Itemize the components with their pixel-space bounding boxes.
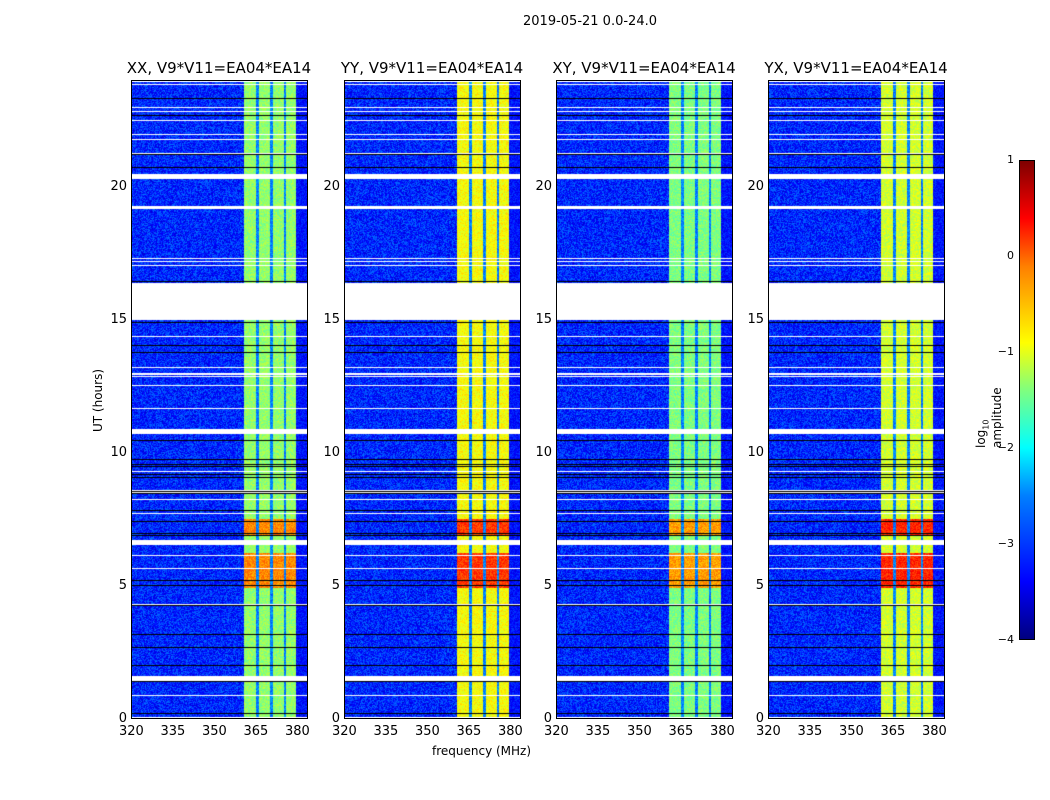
y-tick-label: 0 [331, 711, 340, 726]
colorbar-tick-label: 0 [1007, 249, 1014, 262]
x-tick-label: 350 [626, 724, 652, 739]
panel-title: XX, V9*V11=EA04*EA14 [126, 59, 312, 77]
colorbar [1019, 160, 1035, 640]
heatmap-panel-3 [768, 80, 945, 719]
y-tick-label: 20 [535, 178, 552, 194]
y-tick-label: 20 [110, 178, 127, 194]
x-tick-label: 365 [668, 724, 694, 739]
heatmap-image [557, 81, 732, 718]
colorbar-label: log10 amplitude [974, 387, 1005, 448]
y-tick-label: 5 [543, 577, 552, 593]
heatmap-image [769, 81, 944, 718]
x-tick-label: 350 [201, 724, 227, 739]
x-tick-label: 320 [332, 724, 357, 739]
x-tick-label: 350 [838, 724, 864, 739]
y-tick-label: 0 [755, 711, 764, 726]
panel-title: XY, V9*V11=EA04*EA14 [552, 59, 736, 77]
colorbar-tick-label: −1 [997, 345, 1014, 358]
y-tick-label: 10 [747, 444, 764, 460]
y-tick-label: 20 [323, 178, 340, 194]
x-tick-label: 335 [585, 724, 611, 739]
colorbar-tick-label: −3 [997, 537, 1014, 550]
y-tick-label: 15 [110, 311, 127, 327]
y-tick-label: 5 [755, 577, 764, 593]
x-tick-label: 335 [797, 724, 823, 739]
x-tick-label: 335 [160, 724, 186, 739]
x-tick-label: 365 [243, 724, 269, 739]
heatmap-panel-1 [344, 80, 521, 719]
x-axis-label: frequency (MHz) [432, 744, 532, 758]
heatmap-image [132, 81, 307, 718]
heatmap-image [345, 81, 520, 718]
x-tick-label: 320 [119, 724, 144, 739]
x-tick-label: 365 [456, 724, 482, 739]
heatmap-panel-0 [131, 80, 308, 719]
x-tick-label: 320 [756, 724, 781, 739]
x-tick-label: 350 [414, 724, 440, 739]
colorbar-tick-label: 1 [1007, 153, 1014, 166]
y-axis-label: UT (hours) [91, 368, 105, 432]
panel-title: YX, V9*V11=EA04*EA14 [764, 59, 948, 77]
y-tick-label: 15 [747, 311, 764, 327]
x-tick-label: 320 [544, 724, 569, 739]
heatmap-panel-2 [556, 80, 733, 719]
colorbar-tick-label: −2 [997, 441, 1014, 454]
y-tick-label: 0 [118, 711, 127, 726]
x-tick-label: 380 [709, 724, 735, 739]
colorbar-tick-label: −4 [997, 633, 1014, 646]
x-tick-label: 365 [880, 724, 906, 739]
panel-title: YY, V9*V11=EA04*EA14 [340, 59, 524, 77]
y-tick-label: 5 [118, 577, 127, 593]
figure-title: 2019-05-21 0.0-24.0 [523, 14, 657, 29]
y-tick-label: 0 [543, 711, 552, 726]
y-tick-label: 5 [331, 577, 340, 593]
x-tick-label: 380 [284, 724, 310, 739]
x-tick-label: 335 [373, 724, 399, 739]
y-tick-label: 20 [747, 178, 764, 194]
y-tick-label: 10 [323, 444, 340, 460]
x-tick-label: 380 [497, 724, 523, 739]
x-tick-label: 380 [921, 724, 947, 739]
y-tick-label: 15 [535, 311, 552, 327]
y-tick-label: 10 [110, 444, 127, 460]
y-tick-label: 15 [323, 311, 340, 327]
y-tick-label: 10 [535, 444, 552, 460]
